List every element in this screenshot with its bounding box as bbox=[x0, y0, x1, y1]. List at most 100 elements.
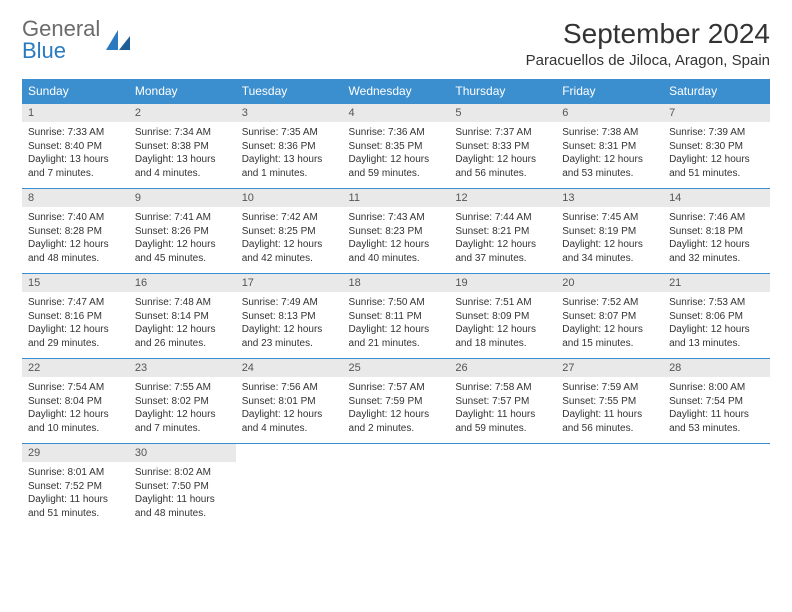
day-content: Sunrise: 7:48 AMSunset: 8:14 PMDaylight:… bbox=[129, 292, 236, 358]
day-cell-2: 2Sunrise: 7:34 AMSunset: 8:38 PMDaylight… bbox=[129, 104, 236, 189]
day-content: Sunrise: 7:52 AMSunset: 8:07 PMDaylight:… bbox=[556, 292, 663, 358]
day-cell-19: 19Sunrise: 7:51 AMSunset: 8:09 PMDayligh… bbox=[449, 274, 556, 359]
day-content: Sunrise: 7:34 AMSunset: 8:38 PMDaylight:… bbox=[129, 122, 236, 188]
day-cell-6: 6Sunrise: 7:38 AMSunset: 8:31 PMDaylight… bbox=[556, 104, 663, 189]
day-cell-28: 28Sunrise: 8:00 AMSunset: 7:54 PMDayligh… bbox=[663, 359, 770, 444]
day-content: Sunrise: 7:59 AMSunset: 7:55 PMDaylight:… bbox=[556, 377, 663, 443]
day-content: Sunrise: 8:00 AMSunset: 7:54 PMDaylight:… bbox=[663, 377, 770, 443]
day-number: 19 bbox=[449, 274, 556, 292]
day-content: Sunrise: 7:58 AMSunset: 7:57 PMDaylight:… bbox=[449, 377, 556, 443]
day-content: Sunrise: 7:41 AMSunset: 8:26 PMDaylight:… bbox=[129, 207, 236, 273]
day-number: 15 bbox=[22, 274, 129, 292]
day-content: Sunrise: 7:55 AMSunset: 8:02 PMDaylight:… bbox=[129, 377, 236, 443]
title-block: September 2024 Paracuellos de Jiloca, Ar… bbox=[526, 18, 770, 69]
day-number: 16 bbox=[129, 274, 236, 292]
weekday-monday: Monday bbox=[129, 79, 236, 104]
day-number: 25 bbox=[343, 359, 450, 377]
brand-name-b: Blue bbox=[22, 38, 66, 63]
day-number: 8 bbox=[22, 189, 129, 207]
calendar-table: SundayMondayTuesdayWednesdayThursdayFrid… bbox=[22, 79, 770, 528]
day-number: 9 bbox=[129, 189, 236, 207]
day-content: Sunrise: 7:43 AMSunset: 8:23 PMDaylight:… bbox=[343, 207, 450, 273]
day-content: Sunrise: 7:46 AMSunset: 8:18 PMDaylight:… bbox=[663, 207, 770, 273]
day-number: 21 bbox=[663, 274, 770, 292]
day-number: 26 bbox=[449, 359, 556, 377]
day-number: 11 bbox=[343, 189, 450, 207]
week-row: 1Sunrise: 7:33 AMSunset: 8:40 PMDaylight… bbox=[22, 104, 770, 189]
day-cell-10: 10Sunrise: 7:42 AMSunset: 8:25 PMDayligh… bbox=[236, 189, 343, 274]
week-row: 22Sunrise: 7:54 AMSunset: 8:04 PMDayligh… bbox=[22, 359, 770, 444]
day-content: Sunrise: 7:44 AMSunset: 8:21 PMDaylight:… bbox=[449, 207, 556, 273]
day-number: 3 bbox=[236, 104, 343, 122]
day-cell-27: 27Sunrise: 7:59 AMSunset: 7:55 PMDayligh… bbox=[556, 359, 663, 444]
weekday-friday: Friday bbox=[556, 79, 663, 104]
day-content: Sunrise: 7:53 AMSunset: 8:06 PMDaylight:… bbox=[663, 292, 770, 358]
empty-cell bbox=[556, 444, 663, 529]
day-number: 28 bbox=[663, 359, 770, 377]
day-cell-22: 22Sunrise: 7:54 AMSunset: 8:04 PMDayligh… bbox=[22, 359, 129, 444]
day-cell-26: 26Sunrise: 7:58 AMSunset: 7:57 PMDayligh… bbox=[449, 359, 556, 444]
day-number: 5 bbox=[449, 104, 556, 122]
day-number: 13 bbox=[556, 189, 663, 207]
day-cell-24: 24Sunrise: 7:56 AMSunset: 8:01 PMDayligh… bbox=[236, 359, 343, 444]
day-cell-9: 9Sunrise: 7:41 AMSunset: 8:26 PMDaylight… bbox=[129, 189, 236, 274]
day-cell-30: 30Sunrise: 8:02 AMSunset: 7:50 PMDayligh… bbox=[129, 444, 236, 529]
weekday-sunday: Sunday bbox=[22, 79, 129, 104]
day-cell-15: 15Sunrise: 7:47 AMSunset: 8:16 PMDayligh… bbox=[22, 274, 129, 359]
day-cell-12: 12Sunrise: 7:44 AMSunset: 8:21 PMDayligh… bbox=[449, 189, 556, 274]
day-cell-20: 20Sunrise: 7:52 AMSunset: 8:07 PMDayligh… bbox=[556, 274, 663, 359]
weekday-header-row: SundayMondayTuesdayWednesdayThursdayFrid… bbox=[22, 79, 770, 104]
day-number: 12 bbox=[449, 189, 556, 207]
day-cell-25: 25Sunrise: 7:57 AMSunset: 7:59 PMDayligh… bbox=[343, 359, 450, 444]
brand-sail-icon bbox=[104, 28, 132, 52]
day-number: 10 bbox=[236, 189, 343, 207]
weekday-wednesday: Wednesday bbox=[343, 79, 450, 104]
day-cell-21: 21Sunrise: 7:53 AMSunset: 8:06 PMDayligh… bbox=[663, 274, 770, 359]
day-cell-13: 13Sunrise: 7:45 AMSunset: 8:19 PMDayligh… bbox=[556, 189, 663, 274]
day-content: Sunrise: 7:36 AMSunset: 8:35 PMDaylight:… bbox=[343, 122, 450, 188]
empty-cell bbox=[449, 444, 556, 529]
week-row: 29Sunrise: 8:01 AMSunset: 7:52 PMDayligh… bbox=[22, 444, 770, 529]
empty-cell bbox=[343, 444, 450, 529]
day-cell-14: 14Sunrise: 7:46 AMSunset: 8:18 PMDayligh… bbox=[663, 189, 770, 274]
day-number: 6 bbox=[556, 104, 663, 122]
day-number: 17 bbox=[236, 274, 343, 292]
day-content: Sunrise: 8:02 AMSunset: 7:50 PMDaylight:… bbox=[129, 462, 236, 528]
week-row: 8Sunrise: 7:40 AMSunset: 8:28 PMDaylight… bbox=[22, 189, 770, 274]
day-cell-1: 1Sunrise: 7:33 AMSunset: 8:40 PMDaylight… bbox=[22, 104, 129, 189]
day-cell-4: 4Sunrise: 7:36 AMSunset: 8:35 PMDaylight… bbox=[343, 104, 450, 189]
day-content: Sunrise: 7:50 AMSunset: 8:11 PMDaylight:… bbox=[343, 292, 450, 358]
week-row: 15Sunrise: 7:47 AMSunset: 8:16 PMDayligh… bbox=[22, 274, 770, 359]
day-content: Sunrise: 7:39 AMSunset: 8:30 PMDaylight:… bbox=[663, 122, 770, 188]
day-cell-11: 11Sunrise: 7:43 AMSunset: 8:23 PMDayligh… bbox=[343, 189, 450, 274]
header: General Blue September 2024 Paracuellos … bbox=[22, 18, 770, 69]
day-number: 14 bbox=[663, 189, 770, 207]
weekday-saturday: Saturday bbox=[663, 79, 770, 104]
day-cell-17: 17Sunrise: 7:49 AMSunset: 8:13 PMDayligh… bbox=[236, 274, 343, 359]
day-number: 30 bbox=[129, 444, 236, 462]
day-cell-18: 18Sunrise: 7:50 AMSunset: 8:11 PMDayligh… bbox=[343, 274, 450, 359]
empty-cell bbox=[663, 444, 770, 529]
day-content: Sunrise: 8:01 AMSunset: 7:52 PMDaylight:… bbox=[22, 462, 129, 528]
day-content: Sunrise: 7:56 AMSunset: 8:01 PMDaylight:… bbox=[236, 377, 343, 443]
weekday-tuesday: Tuesday bbox=[236, 79, 343, 104]
day-cell-8: 8Sunrise: 7:40 AMSunset: 8:28 PMDaylight… bbox=[22, 189, 129, 274]
day-cell-16: 16Sunrise: 7:48 AMSunset: 8:14 PMDayligh… bbox=[129, 274, 236, 359]
day-number: 1 bbox=[22, 104, 129, 122]
day-number: 4 bbox=[343, 104, 450, 122]
empty-cell bbox=[236, 444, 343, 529]
day-number: 27 bbox=[556, 359, 663, 377]
day-number: 2 bbox=[129, 104, 236, 122]
brand-logo: General Blue bbox=[22, 18, 132, 62]
day-content: Sunrise: 7:38 AMSunset: 8:31 PMDaylight:… bbox=[556, 122, 663, 188]
day-number: 22 bbox=[22, 359, 129, 377]
day-content: Sunrise: 7:51 AMSunset: 8:09 PMDaylight:… bbox=[449, 292, 556, 358]
day-number: 29 bbox=[22, 444, 129, 462]
month-title: September 2024 bbox=[526, 18, 770, 50]
day-content: Sunrise: 7:33 AMSunset: 8:40 PMDaylight:… bbox=[22, 122, 129, 188]
day-content: Sunrise: 7:47 AMSunset: 8:16 PMDaylight:… bbox=[22, 292, 129, 358]
day-number: 7 bbox=[663, 104, 770, 122]
day-content: Sunrise: 7:40 AMSunset: 8:28 PMDaylight:… bbox=[22, 207, 129, 273]
brand-text: General Blue bbox=[22, 18, 100, 62]
day-cell-3: 3Sunrise: 7:35 AMSunset: 8:36 PMDaylight… bbox=[236, 104, 343, 189]
